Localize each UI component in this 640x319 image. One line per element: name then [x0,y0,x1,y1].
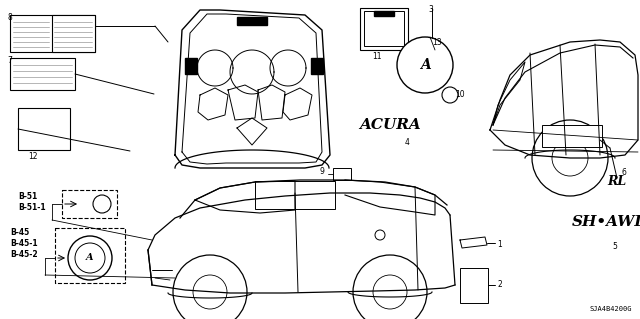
Text: SH•AWD: SH•AWD [572,215,640,229]
Text: 13: 13 [432,38,442,47]
Circle shape [353,255,427,319]
Circle shape [75,243,105,273]
Bar [52,15,95,52]
Circle shape [442,87,458,103]
Bar [18,108,70,150]
Text: SJA4B4200G: SJA4B4200G [589,306,632,312]
Bar [10,58,75,90]
Text: 2: 2 [497,280,502,289]
Bar [364,11,404,46]
Text: 1: 1 [497,240,502,249]
Bar [255,181,335,209]
Bar [185,58,197,74]
Bar [360,8,408,50]
Text: RL: RL [607,175,627,188]
Text: B-45-1: B-45-1 [10,239,38,248]
Text: 4: 4 [405,138,410,147]
Text: B-51-1: B-51-1 [18,203,45,212]
Bar [62,190,117,218]
Text: 12: 12 [28,152,38,161]
Text: A: A [86,254,94,263]
Bar [460,268,488,303]
Circle shape [173,255,247,319]
Circle shape [375,230,385,240]
Text: B-51: B-51 [18,192,37,201]
Text: B-45-2: B-45-2 [10,250,38,259]
Text: A: A [420,58,430,72]
Bar [542,125,602,147]
Bar [55,228,125,283]
Circle shape [552,140,588,176]
Bar [374,11,394,16]
Text: 7: 7 [7,56,12,65]
Text: 10: 10 [455,90,465,99]
Circle shape [373,275,407,309]
Circle shape [68,236,112,280]
Circle shape [397,37,453,93]
Circle shape [193,275,227,309]
Text: 8: 8 [7,13,12,22]
Text: 3: 3 [428,5,433,14]
Text: 11: 11 [372,52,381,61]
Bar [237,17,267,25]
Bar [333,168,351,180]
Circle shape [532,120,608,196]
Text: 5: 5 [612,242,617,251]
Text: ACURA: ACURA [359,118,421,132]
Text: 9: 9 [320,167,325,176]
Text: B-45: B-45 [10,228,29,237]
Bar [311,58,323,74]
Text: 6: 6 [622,168,627,177]
Bar [10,15,95,52]
Circle shape [93,195,111,213]
